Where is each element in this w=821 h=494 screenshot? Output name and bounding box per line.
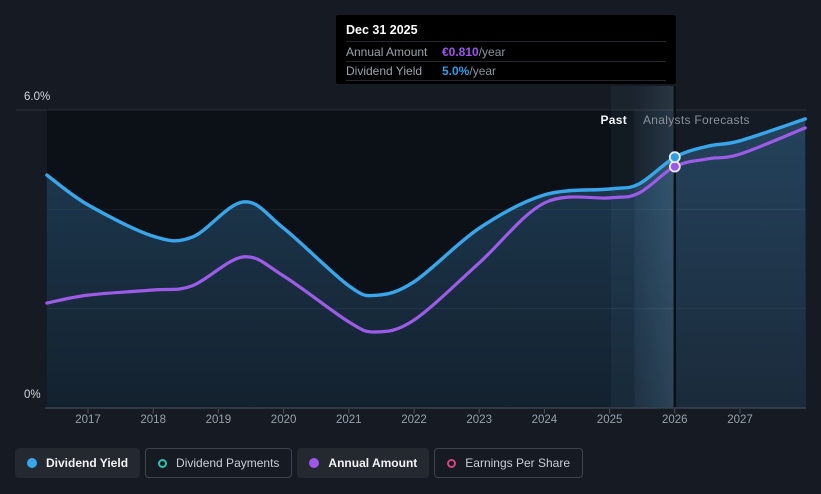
dividend-yield-area-fill bbox=[46, 118, 806, 409]
legend-annual-amount[interactable]: Annual Amount bbox=[297, 448, 430, 478]
dividend-yield-marker bbox=[668, 151, 681, 164]
x-axis-year-label: 2025 bbox=[596, 414, 623, 426]
past-label: Past bbox=[600, 113, 627, 127]
dividend-yield-line bbox=[45, 117, 807, 298]
legend-label: Annual Amount bbox=[328, 456, 418, 470]
dividend-yield-dot-icon bbox=[27, 458, 37, 468]
legend-dividend-payments[interactable]: Dividend Payments bbox=[145, 448, 293, 478]
tooltip-label: Dividend Yield bbox=[346, 64, 423, 78]
chart-tooltip: Dec 31 2025 Annual Amount €0.810/year Di… bbox=[336, 15, 676, 84]
x-axis-year-label: 2026 bbox=[662, 414, 688, 426]
y-axis-min-label: 0% bbox=[24, 389, 41, 401]
x-axis-year-label: 2020 bbox=[270, 414, 297, 426]
x-axis-year-label: 2027 bbox=[727, 414, 753, 426]
x-axis-year-label: 2017 bbox=[75, 414, 101, 426]
tooltip-row-annual-amount: Annual Amount €0.810/year bbox=[346, 41, 666, 61]
legend-label: Dividend Yield bbox=[46, 456, 129, 470]
tooltip-label: Annual Amount bbox=[346, 44, 428, 59]
tooltip-row-dividend-yield: Dividend Yield 5.0%/year bbox=[346, 61, 666, 81]
x-axis-year-label: 2022 bbox=[401, 414, 427, 426]
chart-legend: Dividend Yield Dividend Payments Annual … bbox=[15, 448, 584, 478]
x-axis-year-label: 2018 bbox=[140, 414, 166, 426]
annual-amount-marker bbox=[668, 160, 681, 173]
legend-label: Dividend Payments bbox=[176, 456, 280, 470]
tooltip-value: 5.0%/year bbox=[442, 64, 497, 78]
analysts-forecasts-label: Analysts Forecasts bbox=[643, 113, 750, 127]
tooltip-value: €0.810/year bbox=[442, 44, 506, 59]
legend-label: Earnings Per Share bbox=[465, 456, 571, 470]
annual-amount-line bbox=[45, 126, 807, 334]
x-axis-year-label: 2024 bbox=[531, 414, 558, 426]
hover-highlight-band bbox=[634, 86, 675, 408]
x-axis-year-label: 2021 bbox=[336, 414, 362, 426]
earnings-per-share-ring-icon bbox=[447, 458, 457, 468]
x-axis-year-label: 2023 bbox=[466, 414, 492, 426]
y-axis-max-label: 6.0% bbox=[24, 91, 51, 103]
year-highlight-band bbox=[610, 86, 635, 408]
legend-dividend-yield[interactable]: Dividend Yield bbox=[15, 448, 141, 478]
tooltip-date: Dec 31 2025 bbox=[346, 23, 418, 37]
dividend-payments-ring-icon bbox=[158, 458, 168, 468]
legend-earnings-per-share[interactable]: Earnings Per Share bbox=[434, 448, 584, 478]
x-axis-year-label: 2019 bbox=[205, 414, 232, 426]
annual-amount-dot-icon bbox=[309, 458, 320, 468]
